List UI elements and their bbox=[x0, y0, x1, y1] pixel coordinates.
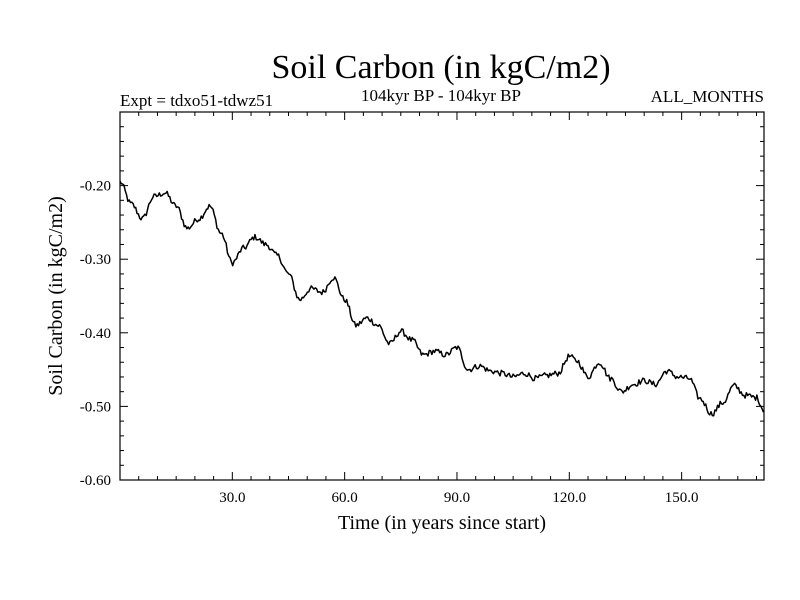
x-tick-label: 60.0 bbox=[332, 490, 358, 506]
experiment-label: Expt = tdxo51-tdwz51 bbox=[120, 91, 273, 110]
axis-ticks bbox=[120, 112, 764, 480]
x-axis-label: Time (in years since start) bbox=[338, 512, 546, 534]
y-tick-labels: -0.60 -0.50 -0.40 -0.30 -0.20 bbox=[80, 179, 111, 489]
x-tick-label: 150.0 bbox=[665, 490, 699, 506]
x-tick-labels: 30.0 60.0 90.0 120.0 150.0 bbox=[219, 490, 698, 506]
months-label: ALL_MONTHS bbox=[651, 87, 764, 106]
x-tick-label: 120.0 bbox=[552, 490, 586, 506]
series-line-soil-carbon bbox=[119, 180, 765, 417]
y-axis-label: Soil Carbon (in kgC/m2) bbox=[45, 196, 67, 395]
y-tick-label: -0.20 bbox=[80, 179, 111, 195]
period-label: 104kyr BP - 104kyr BP bbox=[361, 86, 521, 105]
x-tick-label: 90.0 bbox=[444, 490, 470, 506]
x-tick-label: 30.0 bbox=[219, 490, 245, 506]
y-tick-label: -0.50 bbox=[80, 399, 111, 415]
y-tick-label: -0.40 bbox=[80, 326, 111, 342]
plot-frame bbox=[119, 111, 765, 481]
chart-title: Soil Carbon (in kgC/m2) bbox=[271, 49, 610, 86]
y-tick-label: -0.30 bbox=[80, 252, 111, 268]
y-tick-label: -0.60 bbox=[80, 473, 111, 489]
